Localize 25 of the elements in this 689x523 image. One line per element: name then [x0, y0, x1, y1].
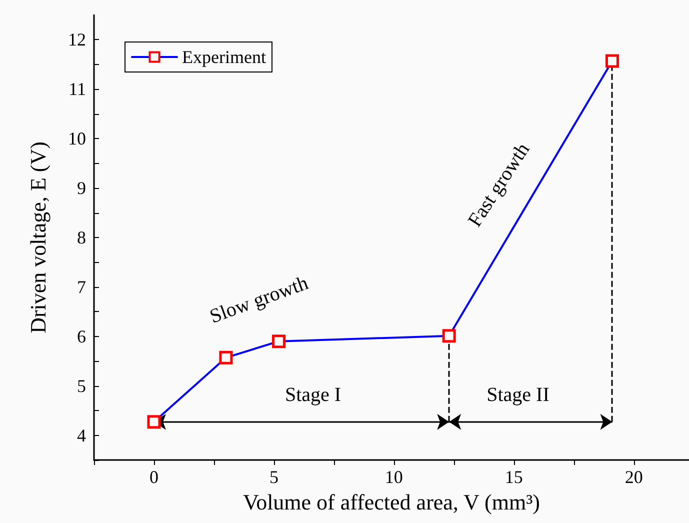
- y-axis-title: Driven voltage, E (V): [26, 142, 50, 334]
- point: [147, 415, 161, 429]
- annotation: Slow growth: [206, 272, 312, 328]
- x-tick-label: 10: [384, 467, 403, 487]
- legend-label: Experiment: [182, 47, 266, 67]
- y-tick-label: 4: [77, 425, 86, 446]
- annotation: Stage I: [284, 384, 342, 406]
- y-tick-label: 12: [68, 30, 86, 50]
- y-tick-label: 5: [77, 376, 86, 396]
- y-tick-label: 10: [68, 128, 86, 149]
- x-axis-title: Volume of affected area, V (mm³): [243, 489, 540, 514]
- annotation: Stage II: [486, 384, 550, 406]
- point: [272, 334, 286, 348]
- point: [219, 350, 233, 364]
- x-tick-label: 20: [624, 467, 643, 487]
- y-tick-label: 11: [68, 79, 86, 100]
- y-tick-label: 7: [77, 276, 86, 297]
- y-tick-label: 9: [77, 178, 86, 198]
- y-tick-label: 8: [77, 228, 86, 248]
- y-tick-label: 6: [77, 326, 86, 346]
- x-tick-label: 5: [269, 467, 278, 487]
- x-tick-label: 0: [149, 467, 158, 487]
- point: [605, 54, 619, 68]
- point: [442, 329, 456, 343]
- x-tick-label: 15: [504, 467, 523, 487]
